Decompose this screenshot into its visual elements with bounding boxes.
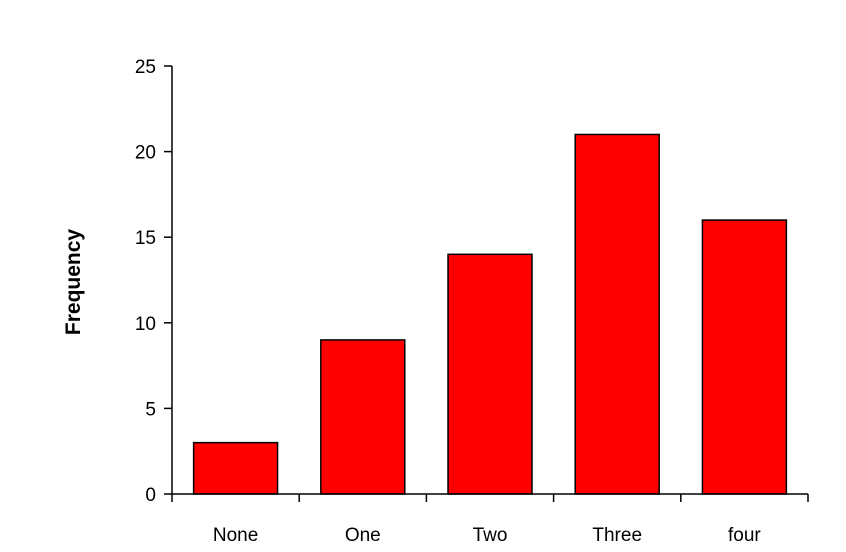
y-axis-title: Frequency [62, 229, 85, 336]
y-tick-label: 0 [145, 485, 156, 506]
bars-group [192, 133, 788, 495]
plot-area: 0 5 10 15 20 25 None One Two Three four [135, 57, 809, 546]
y-axis-ticks: 0 5 10 15 20 25 [135, 57, 172, 506]
bar-four [701, 219, 788, 495]
x-tick-label: One [345, 525, 381, 546]
x-tick-label: None [213, 525, 258, 546]
bar-three [574, 133, 660, 495]
x-tick-label: four [728, 525, 761, 546]
bar-two [447, 253, 533, 495]
y-tick-label: 15 [135, 228, 156, 249]
y-tick-label: 25 [135, 57, 156, 78]
y-tick-label: 20 [135, 143, 156, 164]
bar-none [192, 441, 279, 495]
x-tick-label: Two [473, 525, 508, 546]
x-axis-ticks: None One Two Three four [171, 494, 809, 546]
bar-one [320, 339, 406, 495]
y-tick-label: 10 [135, 314, 156, 335]
x-tick-label: Three [592, 525, 642, 546]
y-tick-label: 5 [145, 399, 156, 420]
